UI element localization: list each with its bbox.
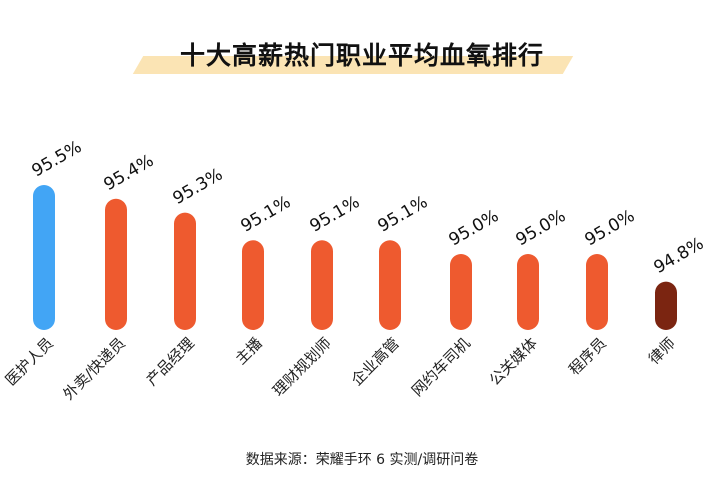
- value-label: 95.4%: [101, 151, 158, 195]
- category-label: 理财规划师: [269, 334, 335, 400]
- value-label: 95.5%: [29, 137, 86, 181]
- value-label: 94.8%: [651, 234, 708, 278]
- value-label: 95.0%: [582, 206, 639, 250]
- category-label: 外卖/快递员: [59, 334, 128, 403]
- bar-7: [517, 254, 539, 330]
- bar-8: [586, 254, 608, 330]
- value-label: 95.0%: [513, 206, 570, 250]
- value-label: 95.1%: [307, 192, 364, 236]
- bar-0: [33, 185, 55, 330]
- category-label: 网约车司机: [408, 334, 474, 400]
- bar-2: [174, 212, 196, 330]
- category-label: 企业高管: [348, 334, 403, 389]
- chart-title: 十大高薪热门职业平均血氧排行: [179, 41, 544, 70]
- value-label: 95.0%: [446, 206, 503, 250]
- bar-3: [242, 240, 264, 330]
- category-label: 公关媒体: [486, 334, 541, 389]
- bar-9: [655, 281, 677, 330]
- bar-1: [105, 198, 127, 330]
- bar-5: [379, 240, 401, 330]
- category-label: 医护人员: [2, 334, 57, 389]
- value-label: 95.3%: [170, 165, 227, 209]
- data-source-note: 数据来源：荣耀手环 6 实测/调研问卷: [245, 452, 479, 468]
- category-label: 律师: [645, 334, 679, 368]
- bar-6: [450, 254, 472, 330]
- category-label: 程序员: [565, 334, 610, 379]
- bar-4: [311, 240, 333, 330]
- category-label: 产品经理: [143, 334, 198, 389]
- value-label: 95.1%: [375, 192, 432, 236]
- value-label: 95.1%: [238, 192, 295, 236]
- category-label: 主播: [232, 334, 266, 368]
